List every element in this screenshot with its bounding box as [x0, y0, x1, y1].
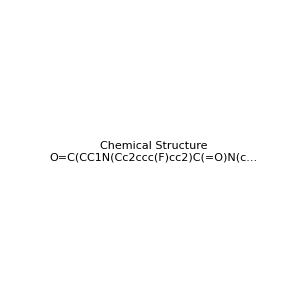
- Text: Chemical Structure
O=C(CC1N(Cc2ccc(F)cc2)C(=O)N(c...: Chemical Structure O=C(CC1N(Cc2ccc(F)cc2…: [50, 141, 258, 162]
